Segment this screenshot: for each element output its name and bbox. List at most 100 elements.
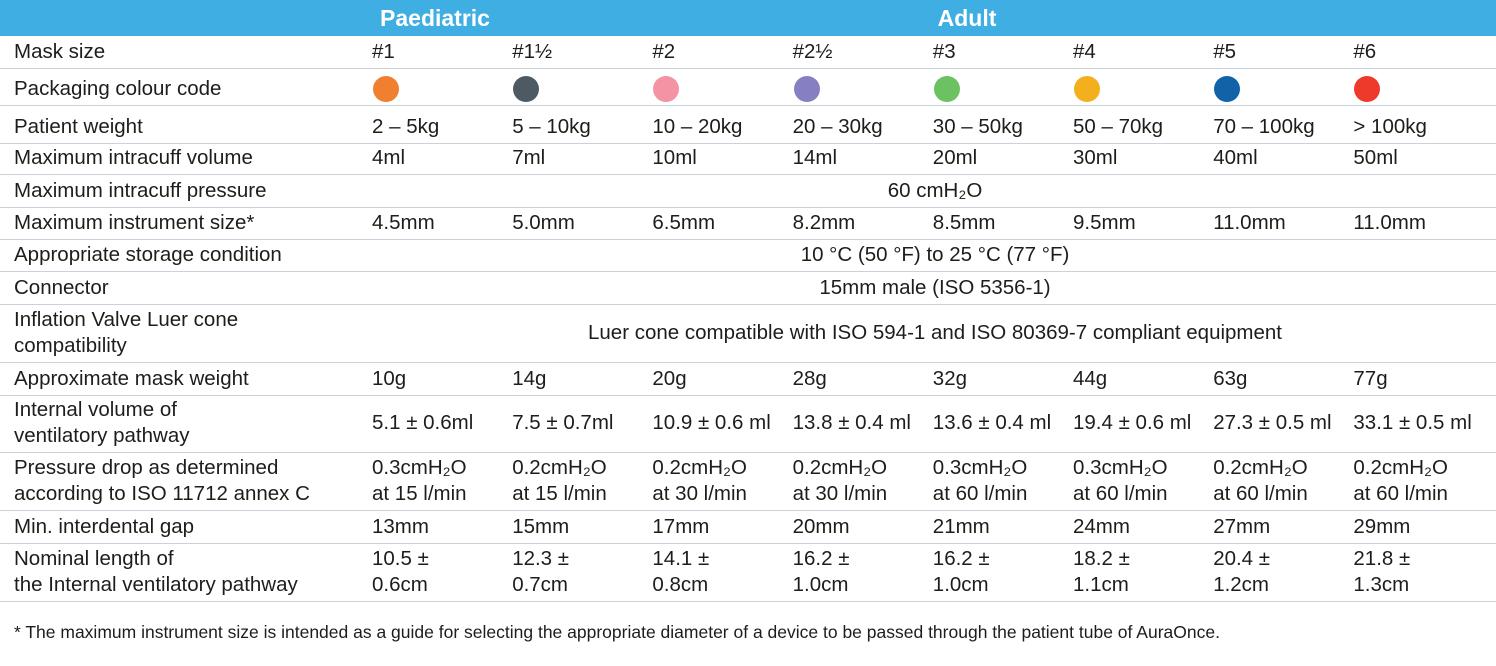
colour-dot [653, 76, 680, 102]
row-separator [0, 174, 1496, 175]
cell: 17mm [652, 515, 710, 538]
cell: 0.7cm [512, 573, 569, 596]
cell: 20g [652, 367, 687, 390]
cell: #3 [932, 40, 956, 63]
header-bar [0, 0, 1496, 36]
row-separator [0, 395, 1496, 396]
cell: 1.2cm [1213, 573, 1270, 596]
row-separator [0, 239, 1496, 240]
cell: 13.8 ± 0.4 ml [792, 411, 911, 434]
cell: 13mm [372, 515, 429, 538]
cell: 2 – 5kg [372, 115, 440, 138]
cell: 20.4 ± [1213, 547, 1271, 570]
cell: at 30 l/min [792, 482, 888, 505]
cell: 16.2 ± [932, 547, 990, 570]
row-separator [0, 68, 1496, 69]
cell: 63g [1213, 367, 1248, 390]
row-separator [0, 452, 1496, 453]
cell: 0.3cmH₂O [932, 456, 1028, 479]
cell: #2 [652, 40, 676, 63]
cell: 70 – 100kg [1213, 115, 1315, 138]
colour-dot [373, 76, 399, 102]
cell: 4.5mm [372, 211, 435, 234]
cell: #2½ [792, 40, 833, 63]
cell: 50ml [1353, 146, 1398, 169]
spanning-cell: 15mm male (ISO 5356-1) [819, 276, 1051, 299]
cell: at 30 l/min [652, 482, 747, 505]
cell: 32g [932, 367, 968, 390]
cell: 0.2cmH₂O [1353, 456, 1448, 479]
cell: #1 [372, 40, 395, 63]
cell: 8.2mm [792, 211, 856, 234]
cell: 9.5mm [1073, 211, 1136, 234]
cell: 27mm [1213, 515, 1271, 538]
group-header: Adult [937, 5, 997, 31]
row-separator [0, 362, 1496, 363]
colour-dot [1074, 76, 1100, 102]
cell: 30 – 50kg [932, 115, 1023, 138]
cell: 12.3 ± [512, 547, 570, 570]
cell: 27.3 ± 0.5 ml [1213, 411, 1332, 434]
spanning-cell: 60 cmH₂O [887, 179, 983, 202]
cell: 10g [372, 367, 407, 390]
colour-dot [933, 76, 960, 102]
cell: 16.2 ± [792, 547, 850, 570]
group-header: Paediatric [380, 5, 490, 31]
cell: 33.1 ± 0.5 ml [1353, 411, 1472, 434]
cell: 24mm [1073, 515, 1130, 538]
cell: 0.2cmH₂O [652, 456, 747, 479]
row-label: Inflation Valve Luer cone [14, 308, 239, 331]
cell: > 100kg [1353, 115, 1427, 138]
row-label: Min. interdental gap [14, 515, 195, 538]
row-label: Patient weight [14, 115, 143, 138]
cell: 0.2cmH₂O [1213, 456, 1308, 479]
row-separator [0, 271, 1496, 272]
cell: 14g [512, 367, 547, 390]
cell: 21.8 ± [1353, 547, 1411, 570]
cell: at 60 l/min [1073, 482, 1168, 505]
cell: 1.0cm [792, 573, 849, 596]
cell: 0.2cmH₂O [512, 456, 607, 479]
cell: #4 [1073, 40, 1096, 63]
cell: 10.9 ± 0.6 ml [652, 411, 771, 434]
row-separator [0, 601, 1496, 602]
cell: 6.5mm [652, 211, 716, 234]
row-label: Appropriate storage condition [14, 243, 282, 266]
cell: 0.3cmH₂O [372, 456, 467, 479]
row-label: according to ISO 11712 annex C [14, 482, 310, 505]
cell: at 60 l/min [932, 482, 1028, 505]
cell: 14ml [792, 146, 838, 169]
row-label: Connector [14, 276, 109, 299]
cell: 18.2 ± [1073, 547, 1130, 570]
cell: 0.3cmH₂O [1073, 456, 1168, 479]
cell: at 60 l/min [1353, 482, 1448, 505]
row-separator [0, 207, 1496, 208]
cell: 29mm [1353, 515, 1411, 538]
cell: at 15 l/min [512, 482, 607, 505]
cell: 19.4 ± 0.6 ml [1073, 411, 1192, 434]
row-label: Internal volume of [14, 398, 177, 421]
cell: at 15 l/min [372, 482, 467, 505]
cell: 10.5 ± [372, 547, 429, 570]
cell: 7.5 ± 0.7ml [512, 411, 614, 434]
row-label: Mask size [14, 40, 106, 63]
cell: 5.1 ± 0.6ml [372, 411, 474, 434]
row-separator [0, 105, 1496, 106]
cell: 1.3cm [1353, 573, 1410, 596]
row-label: Pressure drop as determined [14, 456, 279, 479]
row-label: Packaging colour code [14, 77, 222, 100]
row-separator [0, 304, 1496, 305]
row-label: Approximate mask weight [14, 367, 249, 390]
cell: 5 – 10kg [512, 115, 591, 138]
cell: #6 [1353, 40, 1377, 63]
cell: 20ml [932, 146, 978, 169]
cell: #1½ [512, 40, 553, 63]
footnote: * The maximum instrument size is intende… [14, 622, 1220, 642]
cell: 0.8cm [652, 573, 709, 596]
cell: 10 – 20kg [652, 115, 743, 138]
cell: 28g [792, 367, 827, 390]
cell: 0.6cm [372, 573, 428, 596]
row-label: Maximum instrument size* [14, 211, 255, 234]
cell: 10ml [652, 146, 697, 169]
